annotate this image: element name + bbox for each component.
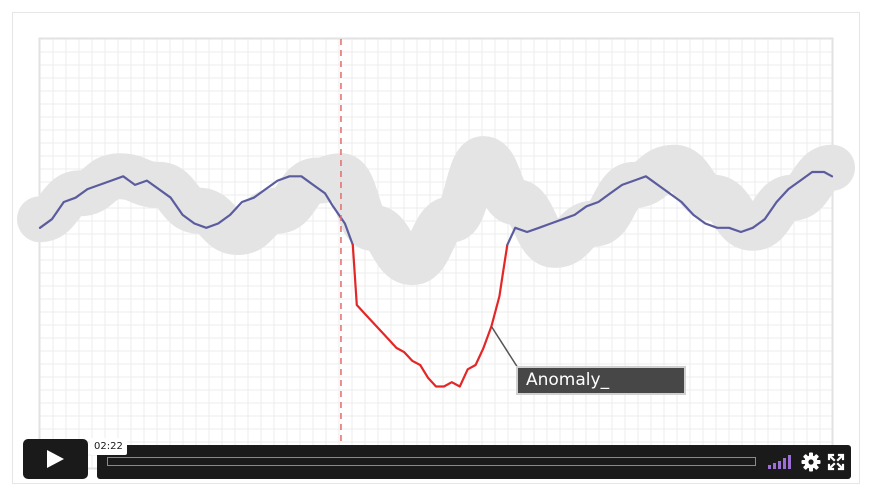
progress-bar[interactable]	[107, 457, 756, 466]
time-tooltip: 02:22	[90, 438, 127, 455]
series-layer	[38, 170, 834, 388]
player-control-bar	[97, 445, 851, 479]
settings-icon[interactable]	[801, 452, 821, 472]
play-button[interactable]	[23, 439, 88, 479]
series-line-normal-before	[38, 175, 354, 246]
anomaly-chart	[17, 37, 855, 470]
video-frame: Anomaly_	[12, 12, 860, 484]
expected-range-band	[17, 136, 855, 286]
anomaly-callout-line	[490, 325, 519, 369]
fullscreen-icon[interactable]	[827, 453, 845, 471]
play-icon	[47, 450, 64, 468]
anomaly-label: Anomaly_	[516, 366, 686, 395]
volume-icon[interactable]	[767, 454, 793, 470]
series-line-normal-after	[506, 170, 834, 246]
series-line-anomaly	[351, 243, 509, 388]
video-surface[interactable]: Anomaly_	[13, 13, 859, 483]
